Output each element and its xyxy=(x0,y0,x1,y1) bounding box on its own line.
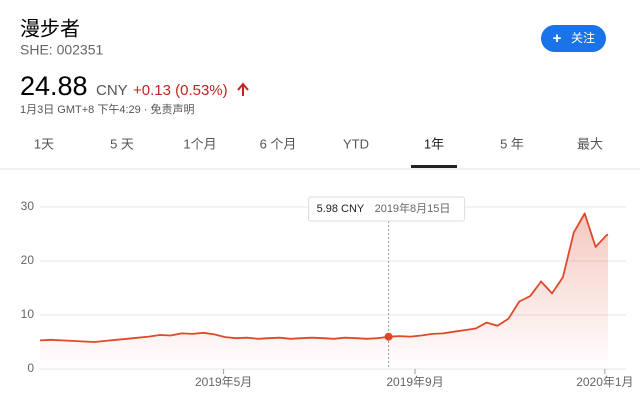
tab[interactable]: 1年 xyxy=(424,136,444,151)
follow-label[interactable]: 关注 xyxy=(571,30,595,45)
plus: + xyxy=(553,30,562,47)
change: +0.13 (0.53%) xyxy=(133,82,228,99)
tab[interactable]: 6 个月 xyxy=(260,136,297,151)
stock-name: 漫步者 xyxy=(20,17,80,40)
y-tick-label: 20 xyxy=(21,253,35,267)
x-tick-label: 2019年9月 xyxy=(386,375,443,389)
follow-button[interactable]: + 关注 xyxy=(541,25,606,52)
timestamp: 1月3日 GMT+8 下午4:29 · 免责声明 xyxy=(20,102,195,116)
tab-indicator xyxy=(411,165,457,168)
ticker: SHE: 002351 xyxy=(20,42,103,58)
price: 24.88 xyxy=(20,71,88,101)
x-tick-label: 2020年1月 xyxy=(576,375,633,389)
x-tick-label: 2019年5月 xyxy=(195,375,252,389)
tabs: 1天 5 天 1个月 6 个月 YTD 1年 5 年 最大 xyxy=(34,136,603,168)
currency: CNY xyxy=(96,82,128,99)
tab[interactable]: YTD xyxy=(343,136,369,151)
up-arrow xyxy=(237,82,249,96)
tooltip-value: 5.98 CNY xyxy=(317,203,365,215)
follow-bg[interactable] xyxy=(541,25,606,52)
price-line xyxy=(39,212,609,343)
tab[interactable]: 最大 xyxy=(577,136,603,151)
tooltip-box xyxy=(308,196,466,222)
area xyxy=(40,213,608,369)
tab[interactable]: 1天 xyxy=(34,136,54,151)
chart: 0 10 20 30 2019年5月 2019年9月 2020年1月 5.98 CNY 2019… xyxy=(21,196,634,389)
y-tick-label: 30 xyxy=(21,199,35,213)
tab[interactable]: 1个月 xyxy=(183,136,216,151)
tooltip-date: 2019年8月15日 xyxy=(375,201,451,215)
y-tick-label: 10 xyxy=(21,307,35,321)
tab[interactable]: 5 年 xyxy=(500,136,524,151)
tab[interactable]: 5 天 xyxy=(110,136,134,151)
y-tick-label: 0 xyxy=(27,361,34,375)
hover-point xyxy=(384,332,393,341)
